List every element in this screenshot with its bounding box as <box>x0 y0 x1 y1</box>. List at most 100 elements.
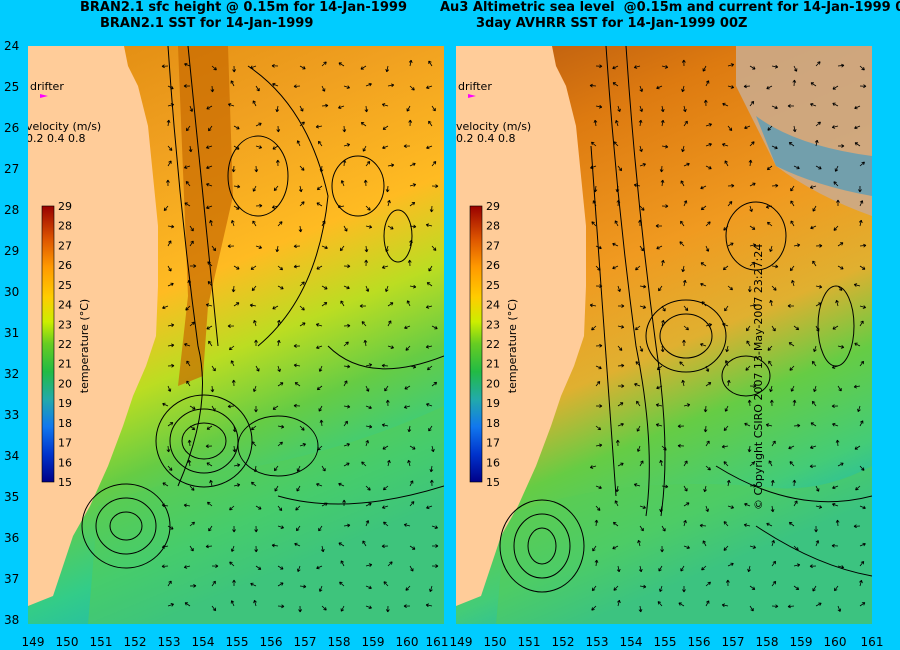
y-label: 37 <box>4 572 20 586</box>
velocity-arrow <box>255 203 263 208</box>
colorbar-ticks: 29 28 27 26 25 24 23 22 21 20 19 18 17 16 15 <box>58 200 72 489</box>
velocity-arrow <box>766 522 773 527</box>
velocity-arrow <box>853 524 861 529</box>
x-label: 155 <box>225 635 249 649</box>
velocity-arrow <box>788 142 795 147</box>
velocity-arrow <box>230 80 235 87</box>
velocity-arrow <box>381 265 389 269</box>
velocity-arrow <box>727 63 735 67</box>
velocity-arrow <box>680 180 685 187</box>
velocity-arrow <box>700 185 707 190</box>
velocity-arrow <box>811 400 817 407</box>
colorbar-tick-label: 29 <box>58 200 72 213</box>
velocity-arrow <box>252 220 257 227</box>
velocity-arrow <box>406 105 411 112</box>
colorbar-tick-label: 26 <box>58 259 72 272</box>
velocity-arrow <box>722 102 729 107</box>
velocity-arrow <box>705 365 710 372</box>
velocity-arrow <box>189 545 194 552</box>
velocity-arrow <box>206 425 213 430</box>
velocity-arrow <box>360 121 367 127</box>
velocity-arrow <box>705 245 710 252</box>
velocity-arrow <box>407 259 412 267</box>
velocity-arrow <box>678 602 685 607</box>
velocity-arrow <box>832 422 839 427</box>
velocity-arrow <box>660 105 665 113</box>
velocity-arrow <box>296 565 301 572</box>
velocity-arrow <box>365 605 372 610</box>
velocity-arrow <box>210 385 215 393</box>
velocity-arrow <box>639 505 646 509</box>
velocity-arrow <box>365 205 371 211</box>
velocity-arrow <box>615 185 620 193</box>
velocity-arrow <box>299 425 305 431</box>
velocity-arrow <box>205 303 213 307</box>
velocity-arrow <box>595 404 603 408</box>
colorbar-tick-label: 28 <box>486 220 500 233</box>
velocity-arrow <box>321 605 327 611</box>
velocity-arrow <box>383 581 389 587</box>
velocity-arrow <box>815 505 823 509</box>
velocity-arrow <box>836 199 840 207</box>
velocity-scale: 0.2 0.4 0.8 <box>456 132 515 145</box>
velocity-arrow <box>617 384 625 388</box>
velocity-arrow <box>167 580 172 587</box>
velocity-arrow <box>249 303 257 308</box>
velocity-arrow <box>211 564 219 568</box>
velocity-arrow <box>705 80 710 87</box>
velocity-arrow <box>255 122 262 127</box>
velocity-arrow <box>275 105 280 113</box>
velocity-arrow <box>683 502 690 507</box>
velocity-arrow <box>681 379 686 387</box>
velocity-arrow <box>205 444 213 449</box>
velocity-arrow <box>315 323 323 327</box>
velocity-arrow <box>343 380 348 387</box>
velocity-arrow <box>723 461 729 467</box>
velocity-arrow <box>230 545 235 552</box>
colorbar-tick-label: 18 <box>486 417 500 430</box>
x-label: 156 <box>259 635 283 649</box>
velocity-arrow <box>749 585 756 590</box>
velocity-arrow <box>815 325 820 332</box>
x-label: 150 <box>483 635 507 649</box>
velocity-arrow <box>837 265 844 270</box>
velocity-arrow <box>639 584 647 589</box>
velocity-arrow <box>211 405 216 412</box>
velocity-arrow <box>832 85 839 90</box>
velocity-arrow <box>790 220 795 227</box>
velocity-arrow <box>166 119 171 127</box>
velocity-arrow <box>272 82 279 87</box>
velocity-arrow <box>255 505 262 510</box>
velocity-arrow <box>793 563 801 568</box>
velocity-arrow <box>835 519 840 527</box>
colorbar-tick-label: 19 <box>58 397 72 410</box>
velocity-arrow <box>232 579 236 587</box>
velocity-arrow <box>595 365 602 370</box>
velocity-arrow <box>593 185 598 193</box>
velocity-arrow <box>660 345 665 353</box>
velocity-arrow <box>387 163 395 168</box>
x-label: 152 <box>123 635 147 649</box>
velocity-arrow <box>316 385 323 391</box>
velocity-arrow <box>639 85 644 92</box>
velocity-arrow <box>617 363 625 368</box>
velocity-arrow <box>429 479 434 487</box>
velocity-arrow <box>387 320 392 327</box>
velocity-arrow <box>637 539 641 547</box>
velocity-arrow <box>633 483 641 487</box>
velocity-arrow <box>251 441 257 447</box>
velocity-arrow <box>409 201 416 207</box>
velocity-arrow <box>339 581 345 587</box>
velocity-arrow <box>166 445 171 453</box>
velocity-arrow <box>338 542 345 547</box>
velocity-arrow <box>726 579 730 587</box>
velocity-arrow <box>749 303 757 308</box>
velocity-arrow <box>208 125 213 132</box>
velocity-arrow <box>705 505 709 512</box>
velocity-arrow <box>299 105 304 112</box>
velocity-arrow <box>771 285 777 291</box>
velocity-arrow <box>680 565 685 572</box>
velocity-arrow <box>206 182 213 187</box>
velocity-arrow <box>409 565 414 572</box>
velocity-arrow <box>859 542 866 547</box>
